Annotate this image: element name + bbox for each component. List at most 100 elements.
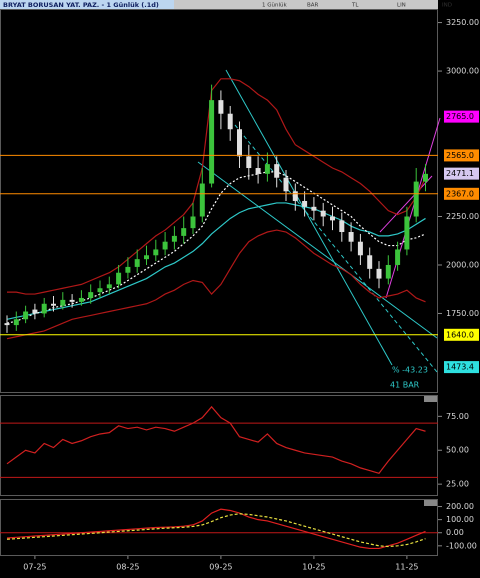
indicator-line bbox=[6, 508, 426, 550]
y-tick-label: 3250.00 bbox=[446, 18, 479, 27]
price-box bbox=[444, 361, 479, 374]
candle-body bbox=[153, 249, 159, 256]
overlay-line bbox=[7, 78, 427, 295]
candle-body bbox=[302, 200, 308, 207]
price-label: 2565.0 bbox=[446, 151, 474, 160]
panel-controls[interactable] bbox=[424, 500, 437, 506]
candle-body bbox=[162, 241, 168, 250]
price-box bbox=[444, 110, 479, 123]
y-tick-label: 100.00 bbox=[446, 515, 474, 524]
price-label: 1473.4 bbox=[446, 363, 474, 372]
candle-body bbox=[330, 216, 335, 221]
price-label: 2765.0 bbox=[446, 112, 474, 121]
candle-body bbox=[51, 303, 56, 306]
candle-body bbox=[116, 272, 122, 285]
candle-body bbox=[339, 220, 345, 233]
y-tick-label: -100.00 bbox=[446, 541, 477, 550]
overlay-line bbox=[6, 171, 426, 324]
candle-body bbox=[41, 303, 47, 314]
y-tick-label: 25.00 bbox=[446, 480, 469, 489]
candle-body bbox=[413, 181, 419, 217]
candle-body bbox=[218, 100, 224, 114]
candle-body bbox=[97, 288, 103, 293]
trend-line bbox=[197, 161, 438, 339]
candle-body bbox=[255, 168, 261, 174]
y-tick-label: 50.00 bbox=[446, 446, 469, 455]
candle-body bbox=[348, 232, 354, 242]
toolbar-item[interactable]: LIN bbox=[397, 3, 406, 9]
candle-body bbox=[274, 164, 280, 178]
candle-body bbox=[237, 129, 242, 157]
candle-body bbox=[367, 255, 373, 269]
candle-body bbox=[4, 323, 10, 326]
y-tick-label: 2000.00 bbox=[446, 260, 479, 269]
candle-body bbox=[32, 309, 38, 314]
candle-body bbox=[246, 156, 252, 169]
panel-controls[interactable] bbox=[424, 396, 437, 402]
candle-body bbox=[125, 266, 131, 273]
x-tick-label: 11-25 bbox=[395, 563, 418, 572]
candle-body bbox=[144, 255, 149, 260]
candle-body bbox=[423, 173, 428, 182]
candle-body bbox=[311, 206, 317, 211]
candle-body bbox=[69, 299, 75, 302]
price-box bbox=[444, 149, 479, 162]
y-tick-label: 200.00 bbox=[446, 502, 474, 511]
candle-body bbox=[106, 284, 112, 289]
channel-line bbox=[385, 117, 441, 299]
annotation: % -43.23 bbox=[392, 366, 428, 375]
candle-body bbox=[88, 292, 94, 298]
y-tick-label: 3000.00 bbox=[446, 67, 479, 76]
candle-body bbox=[404, 216, 410, 250]
candle-body bbox=[209, 100, 215, 184]
indicator-line bbox=[6, 513, 426, 548]
toolbar bbox=[174, 0, 438, 9]
candle-body bbox=[181, 228, 187, 236]
channel-line bbox=[379, 175, 433, 233]
price-label: 2367.0 bbox=[446, 189, 474, 198]
x-tick-label: 09-25 bbox=[209, 563, 232, 572]
candle-body bbox=[264, 164, 270, 174]
y-tick-label: 0.00 bbox=[446, 528, 464, 537]
candle-body bbox=[199, 183, 205, 217]
y-tick-label: 2250.00 bbox=[446, 212, 479, 221]
candle-body bbox=[283, 177, 289, 192]
candle-body bbox=[376, 268, 382, 279]
candle-body bbox=[357, 241, 363, 256]
price-box bbox=[444, 187, 479, 200]
overlay-line bbox=[6, 229, 426, 340]
candle-body bbox=[23, 311, 29, 320]
indicator-line bbox=[6, 405, 426, 474]
candle-body bbox=[227, 113, 233, 130]
price-panel bbox=[0, 9, 438, 393]
candle-body bbox=[13, 319, 19, 326]
candle-body bbox=[395, 249, 401, 265]
x-tick-label: 10-25 bbox=[302, 563, 325, 572]
price-label: 2471.1 bbox=[446, 169, 474, 178]
y-tick-label: 1750.00 bbox=[446, 309, 479, 318]
toolbar-item[interactable]: IND bbox=[442, 3, 452, 9]
title-bar bbox=[0, 0, 174, 9]
candle-body bbox=[171, 235, 177, 242]
overlay-line bbox=[6, 202, 426, 320]
candle-body bbox=[78, 297, 84, 302]
toolbar-item[interactable]: TL bbox=[351, 3, 359, 9]
candle-body bbox=[60, 299, 66, 306]
candle-body bbox=[134, 259, 140, 267]
toolbar-item[interactable]: 1 Günlük bbox=[262, 3, 287, 9]
candle-body bbox=[385, 264, 391, 279]
price-label: 1640.0 bbox=[446, 330, 474, 339]
candle-body bbox=[292, 191, 298, 201]
rsi-panel bbox=[0, 395, 438, 496]
macd-panel bbox=[0, 499, 438, 556]
toolbar-item[interactable]: BAR bbox=[307, 3, 319, 9]
trend-line bbox=[225, 69, 393, 366]
price-box bbox=[444, 328, 479, 341]
chart-title: BRYAT BORUSAN YAT. PAZ. - 1 Günlük (.1d) bbox=[3, 1, 159, 9]
annotation: 41 BAR bbox=[390, 381, 420, 390]
x-tick-label: 08-25 bbox=[116, 563, 139, 572]
price-box bbox=[444, 167, 479, 180]
candle-body bbox=[190, 216, 196, 229]
